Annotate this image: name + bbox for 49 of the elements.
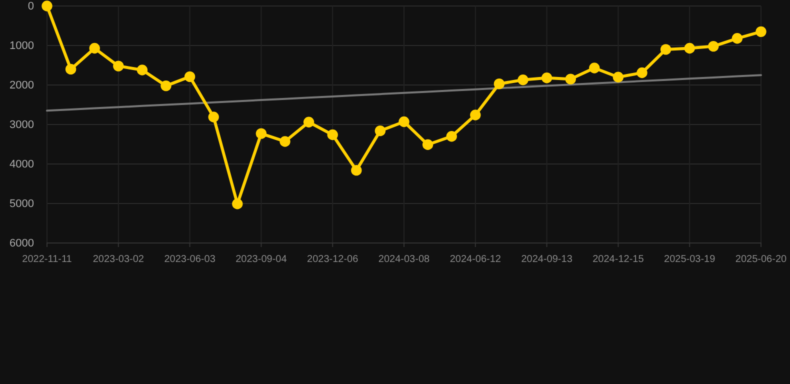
x-tick-label: 2022-11-11: [22, 254, 72, 265]
y-tick-label: 5000: [10, 198, 34, 210]
point: [708, 40, 719, 52]
point: [446, 131, 457, 142]
point: [398, 116, 410, 128]
point: [422, 139, 434, 150]
point: [756, 26, 766, 38]
point: [351, 164, 362, 176]
point: [589, 62, 600, 74]
point: [374, 125, 386, 136]
point: [208, 112, 219, 122]
y-tick-label: 3000: [10, 119, 34, 132]
point: [89, 42, 100, 54]
x-tick-label: 2024-09-13: [521, 254, 573, 265]
point: [327, 129, 338, 140]
y-tick-label: 1000: [10, 40, 34, 52]
x-tick-label: 2025-03-19: [664, 254, 716, 265]
point: [256, 128, 267, 139]
point: [303, 116, 314, 128]
point: [113, 60, 124, 72]
point: [280, 136, 290, 147]
point: [184, 71, 196, 82]
x-tick-label: 2023-12-06: [307, 254, 359, 265]
point: [612, 72, 624, 82]
y-tick-label: 0: [28, 0, 34, 13]
x-tick-label: 2024-03-08: [378, 254, 430, 265]
point: [636, 67, 648, 78]
y-tick-label: 2000: [10, 80, 34, 92]
y-tick-label: 4000: [10, 158, 34, 171]
point: [518, 74, 528, 86]
point: [136, 64, 148, 76]
x-tick-label: 2025-06-20: [735, 254, 788, 265]
point: [160, 80, 172, 92]
x-tick-label: 2024-06-12: [450, 254, 502, 265]
point: [732, 33, 743, 44]
point: [232, 198, 243, 210]
point: [684, 42, 695, 54]
x-tick-label: 2024-12-15: [592, 254, 644, 265]
y-tick-label: 6000: [10, 238, 34, 250]
point: [660, 44, 672, 55]
point: [541, 72, 552, 84]
point: [494, 78, 505, 90]
point: [565, 74, 576, 84]
point: [470, 110, 481, 120]
x-tick-label: 2023-09-04: [236, 254, 288, 265]
x-tick-label: 2023-06-03: [164, 254, 216, 265]
point: [65, 64, 76, 75]
x-tick-label: 2023-03-02: [92, 254, 144, 265]
point: [42, 0, 52, 12]
